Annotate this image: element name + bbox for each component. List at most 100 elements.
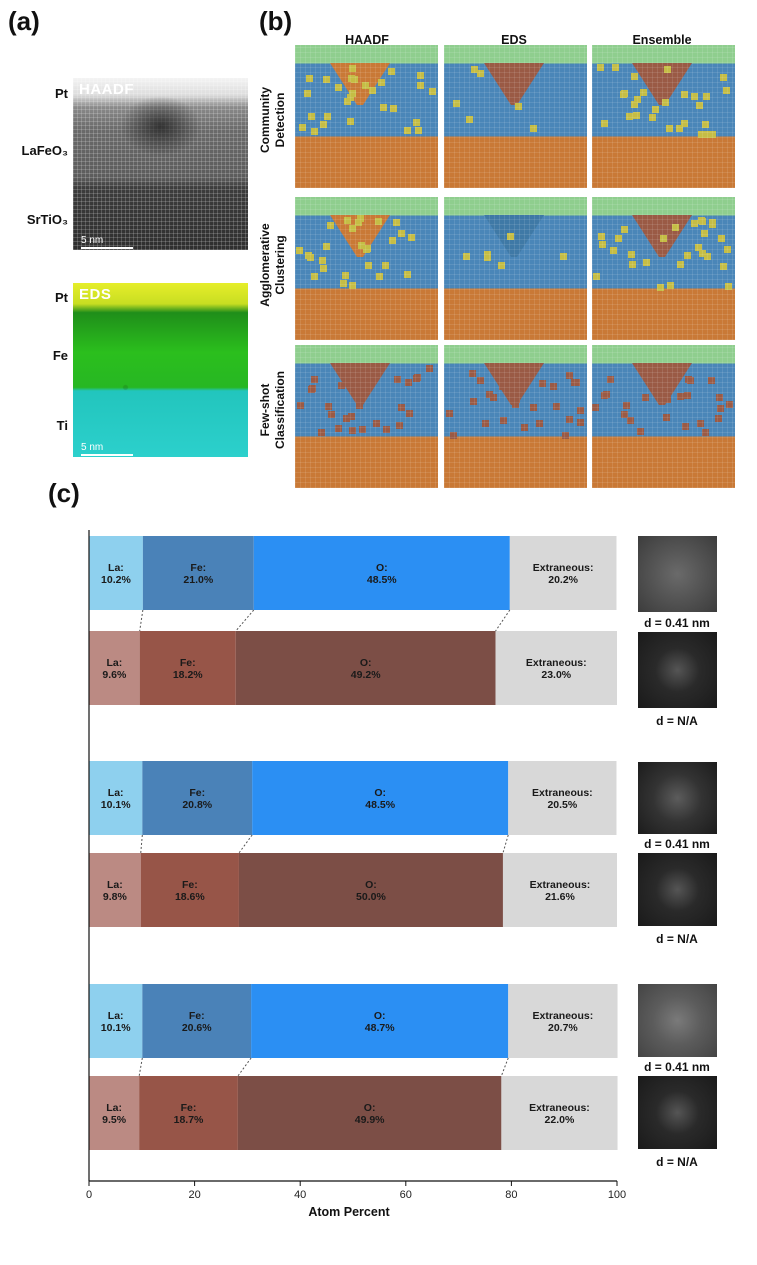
map-pixel xyxy=(623,402,630,409)
eds-tag: EDS xyxy=(79,286,112,303)
haadf-layer-srtio3: SrTiO₃ xyxy=(26,212,68,227)
map-pixel xyxy=(359,426,366,433)
bar-segment-la xyxy=(89,536,143,610)
map-pixel xyxy=(670,364,677,371)
data-label: La: xyxy=(108,562,124,574)
data-label: La: xyxy=(107,879,123,891)
map-pixel xyxy=(299,124,306,131)
data-label: 49.9% xyxy=(355,1114,385,1126)
eds-scale-label: 5 nm xyxy=(81,442,104,453)
x-tick-label: 40 xyxy=(294,1189,306,1201)
map-pixel xyxy=(652,106,659,113)
map-pixel xyxy=(684,392,691,399)
bar-segment-ext xyxy=(495,631,617,705)
map-pixel xyxy=(486,391,493,398)
map-pixel xyxy=(349,65,356,72)
data-label: 9.8% xyxy=(103,891,128,903)
data-label: La: xyxy=(108,1010,124,1022)
map-pixel xyxy=(388,68,395,75)
map-pixel xyxy=(349,427,356,434)
map-pixel xyxy=(663,414,670,421)
map-pixel xyxy=(471,66,478,73)
map-pixel xyxy=(297,402,304,409)
data-label: Fe: xyxy=(189,1010,205,1022)
panel-b-letter: (b) xyxy=(259,6,293,36)
map-pixel xyxy=(453,100,460,107)
data-label: Fe: xyxy=(182,879,198,891)
fft-caption: d = N/A xyxy=(656,1155,698,1169)
map-pixel xyxy=(598,233,605,240)
map-pixel xyxy=(696,102,703,109)
connector-line xyxy=(500,1057,509,1077)
col-header-haadf: HAADF xyxy=(345,33,389,47)
map-pixel xyxy=(702,121,709,128)
map-pixel xyxy=(655,370,662,377)
map-grid xyxy=(295,345,438,488)
map-pixel xyxy=(380,104,387,111)
map-pixel xyxy=(664,66,671,73)
map-pixel xyxy=(703,93,710,100)
segmentation-map xyxy=(444,197,587,340)
fft-thumbnail xyxy=(638,536,717,612)
map-pixel xyxy=(702,429,709,436)
bar-segment-ext xyxy=(508,761,617,835)
data-label: 21.6% xyxy=(545,891,575,903)
map-pixel xyxy=(571,379,578,386)
map-pixel xyxy=(446,410,453,417)
bar-segment-o xyxy=(238,853,503,927)
map-pixel xyxy=(396,422,403,429)
eds-layer-pt: Pt xyxy=(55,290,68,305)
map-grid xyxy=(444,45,587,188)
connector-line xyxy=(237,1057,252,1077)
col-header-eds: EDS xyxy=(501,33,527,47)
map-pixel xyxy=(627,417,634,424)
segmentation-map xyxy=(295,197,438,340)
bar-segment-fe xyxy=(139,631,236,705)
map-pixel xyxy=(500,417,507,424)
data-label: O: xyxy=(365,879,377,891)
data-label: 21.0% xyxy=(183,574,213,586)
connector-line xyxy=(495,609,511,632)
map-pixel xyxy=(717,405,724,412)
map-pixel xyxy=(597,64,604,71)
map-grid xyxy=(592,45,735,188)
fft-thumbnail xyxy=(638,1076,717,1149)
map-pixel xyxy=(426,365,433,372)
map-pixel xyxy=(681,120,688,127)
map-pixel xyxy=(577,419,584,426)
map-pixel xyxy=(513,396,520,403)
map-pixel xyxy=(320,265,327,272)
data-label: 10.2% xyxy=(101,574,131,586)
map-pixel xyxy=(660,235,667,242)
eds-layer-ti: Ti xyxy=(56,418,68,433)
map-pixel xyxy=(709,131,716,138)
data-label: 23.0% xyxy=(541,669,571,681)
connector-line xyxy=(138,1057,143,1077)
map-pixel xyxy=(628,251,635,258)
data-label: La: xyxy=(106,1102,122,1114)
haadf-tag: HAADF xyxy=(79,81,134,98)
map-pixel xyxy=(515,103,522,110)
map-pixel xyxy=(340,280,347,287)
map-pixel xyxy=(691,93,698,100)
map-pixel xyxy=(720,74,727,81)
map-pixel xyxy=(560,253,567,260)
data-label: Fe: xyxy=(189,787,205,799)
x-tick-label: 0 xyxy=(86,1189,92,1201)
map-pixel xyxy=(499,383,506,390)
fft-thumbnail xyxy=(638,632,717,708)
map-pixel xyxy=(593,273,600,280)
haadf-image: HAADF 5 nm xyxy=(73,78,248,250)
x-tick-label: 100 xyxy=(608,1189,626,1201)
map-grid xyxy=(295,45,438,188)
map-pixel xyxy=(364,245,371,252)
map-pixel xyxy=(311,128,318,135)
map-pixel xyxy=(398,230,405,237)
map-pixel xyxy=(338,382,345,389)
map-pixel xyxy=(417,82,424,89)
map-pixel xyxy=(373,420,380,427)
map-pixel xyxy=(482,420,489,427)
map-pixel xyxy=(311,273,318,280)
map-pixel xyxy=(352,371,359,378)
segmentation-map xyxy=(444,345,587,488)
